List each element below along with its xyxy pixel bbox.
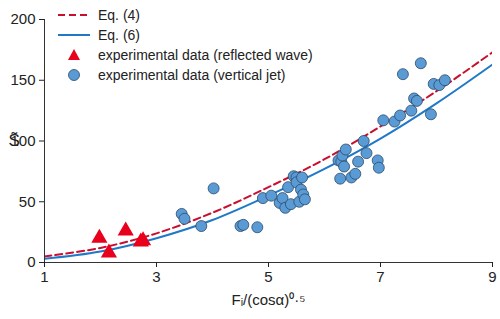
svg-text:200: 200 [10,10,35,27]
svg-text:1: 1 [40,268,48,285]
svg-text:S̃: S̃ [9,131,20,151]
svg-text:9: 9 [488,268,496,285]
svg-text:5: 5 [264,268,272,285]
svg-text:7: 7 [376,268,384,285]
svg-text:50: 50 [19,193,36,210]
svg-text:0: 0 [27,253,35,270]
svg-text:150: 150 [10,71,35,88]
svg-text:3: 3 [152,268,160,285]
html-text:Eq. (6): Eq. (6) [98,27,140,43]
svg-text:Fᵢ/(cosα)⁰·⁵: Fᵢ/(cosα)⁰·⁵ [232,291,306,308]
html-text:experimental data (reflected w: experimental data (reflected wave) [98,47,313,63]
html-text:Eq. (4): Eq. (4) [98,7,140,23]
html-text:experimental data (vertical je: experimental data (vertical jet) [98,67,286,83]
svg-text:100: 100 [10,131,36,149]
